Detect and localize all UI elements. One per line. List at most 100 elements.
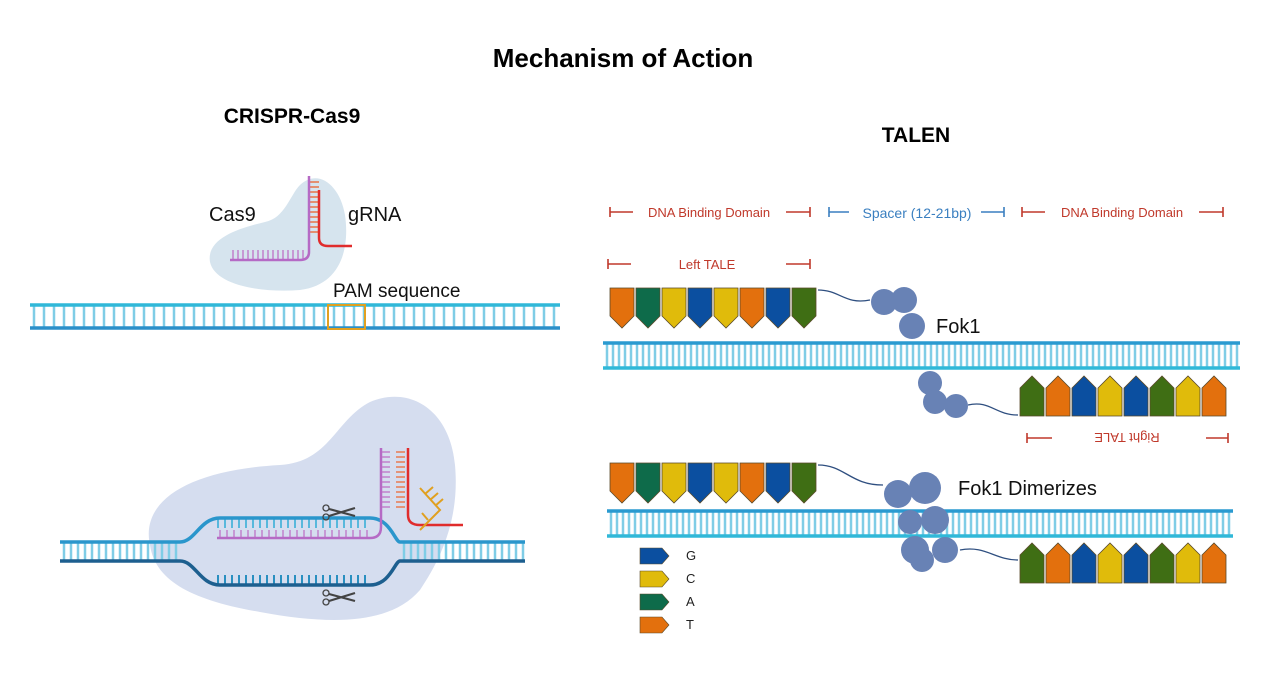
- tale-repeat-C: [713, 287, 739, 329]
- tale-repeat-G: [765, 287, 791, 329]
- legend-swatch-A: [639, 593, 670, 611]
- bracket-left: [828, 207, 849, 217]
- talen-structures: [603, 287, 1240, 584]
- scissors-blade: [328, 506, 356, 518]
- legend-swatch-C: [639, 570, 670, 588]
- tale-repeat-G: [687, 462, 713, 504]
- bracket-right: [1206, 433, 1229, 443]
- pam-rna-fragment: [419, 486, 444, 531]
- fok1-nuclease: [932, 537, 958, 563]
- bracket-left: [607, 259, 631, 269]
- tale-repeat-G: [1071, 375, 1097, 417]
- legend-swatch-T: [639, 616, 670, 634]
- scissors-blade: [328, 591, 356, 603]
- tale-repeat-C: [661, 287, 687, 329]
- tale-repeat-X: [791, 462, 817, 504]
- tale-repeat-G: [1123, 542, 1149, 584]
- bracket-right: [1199, 207, 1224, 217]
- fok1-nuclease: [909, 472, 941, 504]
- pam-label: PAM sequence: [333, 281, 460, 302]
- tale-repeat-G: [687, 287, 713, 329]
- tale-repeat-G: [1123, 375, 1149, 417]
- linker: [967, 403, 1019, 416]
- linker: [817, 464, 884, 486]
- tale-repeat-G: [1071, 542, 1097, 584]
- linker: [817, 289, 871, 302]
- talen-annotations: [607, 207, 1229, 443]
- linker: [959, 548, 1019, 561]
- tale-repeat-X: [1019, 375, 1045, 417]
- tale-repeat-X: [791, 287, 817, 329]
- scissors-icons: [322, 504, 356, 606]
- fok1-nuclease: [918, 371, 942, 395]
- bracket-left: [1026, 433, 1052, 443]
- unwound-strand-top: [179, 516, 401, 544]
- tale-repeat-T: [609, 462, 635, 504]
- scissors-handle: [322, 504, 330, 512]
- fok1-nuclease: [944, 394, 968, 418]
- dna-double-helix-target: [30, 303, 560, 330]
- fok1-dimer-label: Fok1 Dimerizes: [958, 478, 1097, 500]
- bracket-right: [981, 207, 1005, 217]
- fok1-nuclease: [871, 289, 897, 315]
- base-legend: [639, 547, 670, 634]
- scissors-handle: [322, 598, 330, 606]
- tale-repeat-C: [1175, 375, 1201, 417]
- tale-repeat-T: [1201, 542, 1227, 584]
- talen-heading: TALEN: [882, 124, 950, 147]
- tale-repeat-C: [1097, 542, 1123, 584]
- unwound-strand-bottom: [179, 559, 401, 587]
- main-title: Mechanism of Action: [493, 43, 754, 73]
- scissors-handle: [322, 589, 330, 597]
- guide-rna-complex: [230, 176, 352, 262]
- bracket-left: [609, 207, 633, 217]
- legend-label-g: G: [686, 548, 696, 563]
- tale-repeat-C: [661, 462, 687, 504]
- cas9-active-complex: [148, 396, 456, 620]
- grna-label: gRNA: [348, 204, 402, 226]
- left-tale-label: Left TALE: [679, 257, 736, 272]
- fok1-nuclease: [884, 480, 912, 508]
- legend-label-a: A: [686, 594, 695, 609]
- tale-repeat-T: [739, 287, 765, 329]
- pam-sequence-box: [327, 304, 366, 330]
- guide-rna-strand: [317, 190, 352, 248]
- crispr-heading: CRISPR-Cas9: [224, 105, 361, 128]
- dna-unwound-bubble: [60, 448, 525, 587]
- target-rna-strand: [230, 176, 311, 262]
- tale-repeat-T: [1201, 375, 1227, 417]
- tale-repeat-C: [713, 462, 739, 504]
- legend-label-c: C: [686, 571, 695, 586]
- tale-repeat-X: [1149, 375, 1175, 417]
- legend-swatch-G: [639, 547, 670, 565]
- bracket-right: [786, 259, 811, 269]
- cas9-protein: [209, 178, 347, 291]
- tale-repeat-T: [609, 287, 635, 329]
- tale-repeat-X: [1019, 542, 1045, 584]
- fok1-nuclease: [898, 510, 922, 534]
- bracket-right: [786, 207, 811, 217]
- fok1-nuclease: [923, 390, 947, 414]
- legend-label-t: T: [686, 617, 694, 632]
- fok1-nuclease: [891, 287, 917, 313]
- tale-repeat-X: [1149, 542, 1175, 584]
- tale-repeat-T: [739, 462, 765, 504]
- target-rna-strand: [217, 448, 383, 540]
- spacer-label: Spacer (12-21bp): [863, 205, 972, 221]
- fok1-nuclease: [899, 313, 925, 339]
- tale-repeat-C: [1175, 542, 1201, 584]
- fok1-nuclease: [921, 506, 949, 534]
- tale-repeat-T: [1045, 375, 1071, 417]
- tale-repeat-C: [1097, 375, 1123, 417]
- scissors-handle: [322, 513, 330, 521]
- fok1-label: Fok1: [936, 316, 980, 338]
- fok1-nuclease: [910, 548, 934, 572]
- cas9-label: Cas9: [209, 204, 256, 226]
- left-domain-label: DNA Binding Domain: [648, 205, 770, 220]
- bracket-left: [1021, 207, 1045, 217]
- tale-repeat-A: [635, 462, 661, 504]
- guide-rna-strand: [406, 448, 463, 527]
- tale-repeat-G: [765, 462, 791, 504]
